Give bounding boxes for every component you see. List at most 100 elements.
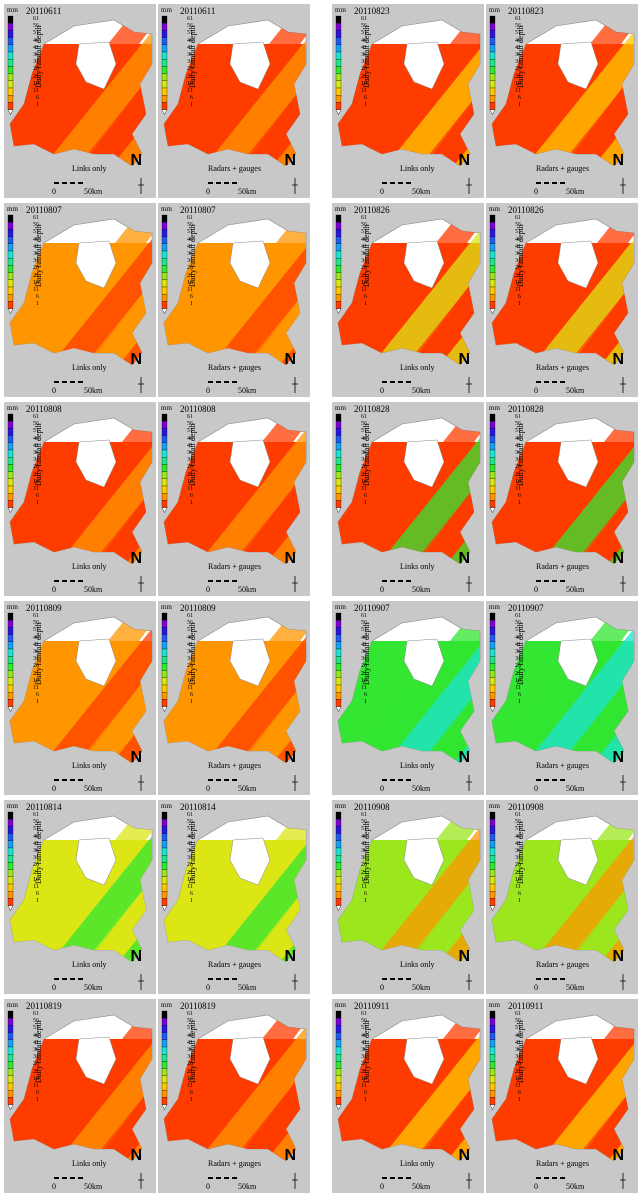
colorbar-tick-label: 21 [361, 670, 367, 677]
map-panel: mm 20110807 61 56 51 46 41 36 31 26 21 16 11 6 1 Daily … [158, 203, 310, 397]
colorbar-ticks: 61 56 51 46 41 36 31 26 21 16 11 6 1 [335, 16, 367, 112]
colorbar-tick-label: 1 [36, 301, 39, 308]
colorbar-tick-label: 31 [187, 656, 193, 663]
colorbar-ticks: 61 56 51 46 41 36 31 26 21 16 11 6 1 [7, 16, 39, 112]
colorbar-tick-label: 16 [187, 1075, 193, 1082]
colorbar-arrow [489, 109, 496, 116]
panel-date: 20110819 [180, 1001, 216, 1011]
colorbar-tick-label: 6 [518, 493, 521, 500]
north-arrow-icon [466, 1173, 472, 1189]
colorbar-tick-label: 51 [361, 826, 367, 833]
scale-bar-segment [544, 978, 549, 980]
colorbar-tick-label: 26 [187, 663, 193, 670]
scale-label-zero: 0 [52, 187, 56, 196]
scale-bar-segment [70, 182, 75, 184]
colorbar-tick-label: 46 [515, 634, 521, 641]
colorbar-tick-label: 6 [190, 692, 193, 699]
colorbar-tick-label: 26 [187, 1061, 193, 1068]
colorbar-tick-label: 31 [33, 1054, 39, 1061]
colorbar-tick-label: 26 [361, 66, 367, 73]
colorbar-tick-label: 16 [361, 677, 367, 684]
scale-bar-segment [54, 182, 59, 184]
scale-bar-segment [208, 1177, 213, 1179]
scale-bar-segment [560, 978, 565, 980]
ijsselmeer [75, 439, 117, 488]
scale-bar-segment [536, 779, 541, 781]
rain-band [240, 422, 306, 564]
colorbar-tick-label: 21 [187, 670, 193, 677]
ijsselmeer [229, 837, 271, 886]
colorbar-tick-label: 61 [187, 812, 193, 818]
colorbar-tick-label: 6 [36, 891, 39, 898]
colorbar-tick-label: 56 [361, 819, 367, 826]
legend-unit: mm [335, 1001, 346, 1009]
scale-bar-segment [70, 779, 75, 781]
colorbar-tick-label: 56 [515, 222, 521, 229]
method-label: Radars + gauges [208, 164, 261, 173]
rainfall-map [335, 811, 481, 990]
colorbar-tick-label: 61 [515, 613, 521, 619]
north-arrow-icon [292, 178, 298, 194]
scale-bar-segment [390, 580, 395, 582]
map-panel: mm 20110819 61 56 51 46 41 36 31 26 21 16 11 6 1 Daily … [4, 999, 156, 1193]
colorbar-tick-label: 21 [515, 670, 521, 677]
colorbar-tick-label: 51 [187, 1025, 193, 1032]
colorbar-tick-label: 1 [364, 699, 367, 706]
colorbar-tick-label: 41 [361, 44, 367, 51]
colorbar-tick-label: 6 [364, 891, 367, 898]
ijsselmeer [229, 240, 271, 289]
colorbar-tick-label: 26 [33, 1061, 39, 1068]
legend-unit: mm [489, 603, 500, 611]
colorbar-tick-label: 36 [515, 251, 521, 257]
colorbar-tick-label: 46 [515, 833, 521, 840]
colorbar-tick-label: 31 [361, 656, 367, 663]
colorbar-tick-label: 36 [33, 52, 39, 58]
colorbar-tick-label: 36 [33, 649, 39, 655]
north-arrow-icon [292, 377, 298, 393]
colorbar-tick-label: 31 [33, 457, 39, 464]
method-label: Links only [72, 562, 107, 571]
colorbar-tick-label: 36 [361, 848, 367, 854]
colorbar-tick-label: 6 [36, 493, 39, 500]
legend-unit: mm [489, 1001, 500, 1009]
scale-label-max: 50km [238, 1182, 257, 1191]
colorbar-tick-label: 36 [33, 450, 39, 456]
colorbar-arrow [335, 905, 342, 912]
legend-unit: mm [335, 603, 346, 611]
scale-label-max: 50km [412, 386, 431, 395]
colorbar-tick-label: 61 [515, 812, 521, 818]
colorbar-tick-label: 16 [361, 1075, 367, 1082]
colorbar-arrow [335, 1104, 342, 1111]
colorbar-tick-label: 36 [515, 649, 521, 655]
legend-unit: mm [335, 404, 346, 412]
colorbar-tick-label: 16 [515, 279, 521, 286]
colorbar-arrow [7, 109, 14, 116]
ijsselmeer [75, 1036, 117, 1085]
colorbar-tick-label: 51 [515, 30, 521, 37]
colorbar-tick-label: 21 [361, 73, 367, 80]
colorbar-tick-label: 6 [36, 692, 39, 699]
colorbar-tick-label: 16 [515, 478, 521, 485]
north-label: N [458, 152, 470, 169]
north-label: N [612, 550, 624, 567]
colorbar-tick-label: 16 [361, 478, 367, 485]
colorbar-tick-label: 16 [187, 80, 193, 87]
scale-bar-segment [216, 779, 221, 781]
colorbar-tick-label: 41 [187, 44, 193, 51]
colorbar-ticks: 61 56 51 46 41 36 31 26 21 16 11 6 1 [489, 1011, 521, 1107]
north-arrow-icon [138, 1173, 144, 1189]
colorbar-arrow [335, 308, 342, 315]
scale-label-zero: 0 [380, 585, 384, 594]
legend-axis-label: Daily rainfall depth [188, 224, 197, 287]
colorbar-ticks: 61 56 51 46 41 36 31 26 21 16 11 6 1 [161, 613, 193, 709]
ijsselmeer [75, 240, 117, 289]
colorbar-tick-label: 46 [361, 833, 367, 840]
colorbar-tick-label: 31 [33, 656, 39, 663]
legend-unit: mm [489, 404, 500, 412]
panel-date: 20110611 [180, 6, 216, 16]
scale-bar-segment [544, 182, 549, 184]
rain-band [421, 1019, 480, 1161]
colorbar-ticks: 61 56 51 46 41 36 31 26 21 16 11 6 1 [7, 613, 39, 709]
scale-bar-segment [54, 1177, 59, 1179]
colorbar-tick-label: 26 [187, 265, 193, 272]
